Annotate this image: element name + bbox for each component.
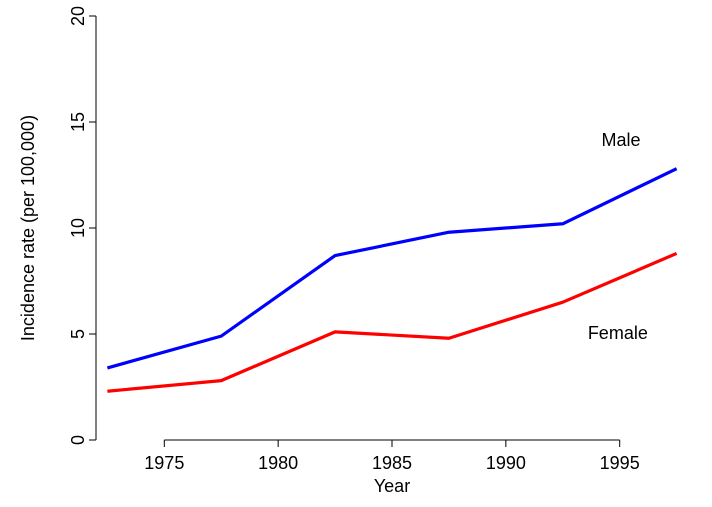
x-tick-label: 1975: [144, 453, 184, 473]
series-label-male: Male: [601, 130, 640, 150]
x-tick-label: 1985: [372, 453, 412, 473]
series-label-female: Female: [588, 323, 648, 343]
x-tick-label: 1990: [486, 453, 526, 473]
chart-container: 0 5 10 15 20 1975 1980 1985 1990 1995 Year Incidenc…: [0, 0, 712, 507]
y-tick-label: 5: [68, 329, 88, 339]
line-chart: 0 5 10 15 20 1975 1980 1985 1990 1995 Year Incidenc…: [0, 0, 712, 507]
y-tick-label: 15: [68, 112, 88, 132]
y-tick-label: 10: [68, 218, 88, 238]
y-tick-label: 0: [68, 435, 88, 445]
y-tick-label: 20: [68, 6, 88, 26]
x-tick-label: 1995: [600, 453, 640, 473]
x-axis-label: Year: [374, 476, 410, 496]
plot-background: [0, 0, 712, 507]
x-tick-label: 1980: [258, 453, 298, 473]
y-axis-label: Incidence rate (per 100,000): [18, 115, 38, 341]
